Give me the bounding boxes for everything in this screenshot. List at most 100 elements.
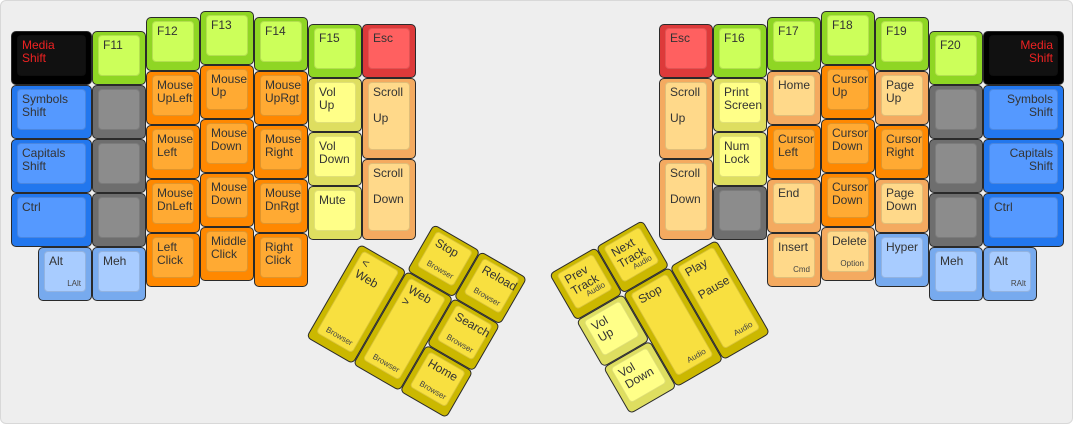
key-mouse-up[interactable]: Mouse Up <box>200 65 254 119</box>
key-delete[interactable]: Delete Option <box>821 227 875 281</box>
key-right-click[interactable]: Right Click <box>254 233 308 287</box>
key-esc[interactable]: Esc <box>659 24 713 78</box>
key-scroll-down[interactable]: Scroll Down <box>362 159 416 240</box>
key-f18[interactable]: F18 <box>821 11 875 65</box>
keycap: Meh <box>935 251 977 292</box>
keycap: F17 <box>773 21 815 62</box>
key-mouse-left[interactable]: Mouse Left <box>146 125 200 179</box>
key-print-screen[interactable]: Print Screen <box>713 78 767 132</box>
key-vol-up[interactable]: Vol Up <box>308 78 362 132</box>
key-f17[interactable]: F17 <box>767 17 821 71</box>
key-symbols-shift[interactable]: Symbols Shift <box>983 85 1064 139</box>
key-f14[interactable]: F14 <box>254 17 308 71</box>
key-mute[interactable]: Mute <box>308 186 362 240</box>
key-end[interactable]: End <box>767 179 821 233</box>
key-meh[interactable]: Meh <box>929 247 983 301</box>
key-f20[interactable]: F20 <box>929 31 983 85</box>
key-insert[interactable]: Insert Cmd <box>767 233 821 287</box>
keycap: Alt RAlt <box>989 251 1031 292</box>
key-cursor-left[interactable]: Cursor Left <box>767 125 821 179</box>
keycap: Mouse Up <box>206 69 248 110</box>
key-left-click[interactable]: Left Click <box>146 233 200 287</box>
key-f13[interactable]: F13 <box>200 11 254 65</box>
keycap: F18 <box>827 15 869 56</box>
keycap: Ctrl <box>989 197 1058 238</box>
key-media-shift[interactable]: Media Shift <box>11 31 92 85</box>
keycap: F20 <box>935 35 977 76</box>
keycap: F11 <box>98 35 140 76</box>
keycap: F16 <box>719 28 761 69</box>
key-page-down[interactable]: Page Down <box>875 179 929 233</box>
keycap: Page Up <box>881 75 923 116</box>
key-label: Search <box>452 309 493 341</box>
key-blank[interactable] <box>929 193 983 247</box>
key-blank[interactable] <box>92 85 146 139</box>
key-cursor-up[interactable]: Cursor Up <box>821 65 875 119</box>
key-alt[interactable]: Alt LAlt <box>38 247 92 301</box>
keycap: Media Shift <box>989 35 1058 76</box>
key-scroll-up[interactable]: Scroll Up <box>362 78 416 159</box>
key-blank[interactable] <box>929 85 983 139</box>
key-label: Vol Down <box>319 139 350 166</box>
key-f12[interactable]: F12 <box>146 17 200 71</box>
key-label: Symbols Shift <box>22 92 69 119</box>
key-mouse-dnrgt[interactable]: Mouse DnRgt <box>254 179 308 233</box>
key-vol-down[interactable]: Vol Down <box>308 132 362 186</box>
key-sublabel: Browser <box>324 325 355 348</box>
key-label: Media Shift <box>22 38 55 65</box>
key-label: Stop <box>635 281 665 307</box>
key-scroll-up[interactable]: Scroll Up <box>659 78 713 159</box>
key-media-shift[interactable]: Media Shift <box>983 31 1064 85</box>
keycap: Print Screen <box>719 82 762 123</box>
key-mouse-uprgt[interactable]: Mouse UpRgt <box>254 71 308 125</box>
key-label: F15 <box>319 31 340 45</box>
keycap: Cursor Down <box>827 123 869 164</box>
key-blank[interactable] <box>929 139 983 193</box>
key-scroll-down[interactable]: Scroll Down <box>659 159 713 240</box>
keycap: Capitals Shift <box>989 143 1058 184</box>
key-home[interactable]: Home <box>767 71 821 125</box>
key-f11[interactable]: F11 <box>92 31 146 85</box>
key-hyper[interactable]: Hyper <box>875 233 929 287</box>
key-f19[interactable]: F19 <box>875 17 929 71</box>
key-page-up[interactable]: Page Up <box>875 71 929 125</box>
key-symbols-shift[interactable]: Symbols Shift <box>11 85 92 139</box>
key-mouse-right[interactable]: Mouse Right <box>254 125 308 179</box>
key-label: Symbols Shift <box>1006 92 1053 119</box>
key-num-lock[interactable]: Num Lock <box>713 132 767 186</box>
key-label: Num Lock <box>724 139 750 166</box>
keycap: Mute <box>314 190 356 231</box>
key-label: Left Click <box>157 240 183 267</box>
keycap: Delete Option <box>827 231 869 272</box>
key-sublabel: Cmd <box>793 265 810 274</box>
keycap: Mouse DnLeft <box>152 183 194 224</box>
key-ctrl[interactable]: Ctrl <box>983 193 1064 247</box>
key-alt[interactable]: Alt RAlt <box>983 247 1037 301</box>
key-cursor-down[interactable]: Cursor Down <box>821 119 875 173</box>
key-capitals-shift[interactable]: Capitals Shift <box>11 139 92 193</box>
key-label: Mouse Up <box>211 72 248 99</box>
key-blank[interactable] <box>92 139 146 193</box>
key-blank[interactable] <box>713 186 767 240</box>
key-mouse-upleft[interactable]: Mouse UpLeft <box>146 71 200 125</box>
keycap: Cursor Up <box>827 69 869 110</box>
keycap <box>935 89 977 130</box>
key-label: F19 <box>886 24 907 38</box>
key-f15[interactable]: F15 <box>308 24 362 78</box>
key-cursor-down[interactable]: Cursor Down <box>821 173 875 227</box>
key-f16[interactable]: F16 <box>713 24 767 78</box>
key-blank[interactable] <box>92 193 146 247</box>
key-cursor-right[interactable]: Cursor Right <box>875 125 929 179</box>
key-sublabel: Browser <box>371 352 402 375</box>
key-mouse-down[interactable]: Mouse Down <box>200 173 254 227</box>
key-label: Alt <box>49 254 64 268</box>
key-meh[interactable]: Meh <box>92 247 146 301</box>
key-ctrl[interactable]: Ctrl <box>11 193 92 247</box>
key-capitals-shift[interactable]: Capitals Shift <box>983 139 1064 193</box>
keycap: Cursor Left <box>773 129 815 170</box>
keycap <box>98 89 140 130</box>
key-mouse-down[interactable]: Mouse Down <box>200 119 254 173</box>
key-esc[interactable]: Esc <box>362 24 416 78</box>
key-middle-click[interactable]: Middle Click <box>200 227 254 281</box>
key-mouse-dnleft[interactable]: Mouse DnLeft <box>146 179 200 233</box>
